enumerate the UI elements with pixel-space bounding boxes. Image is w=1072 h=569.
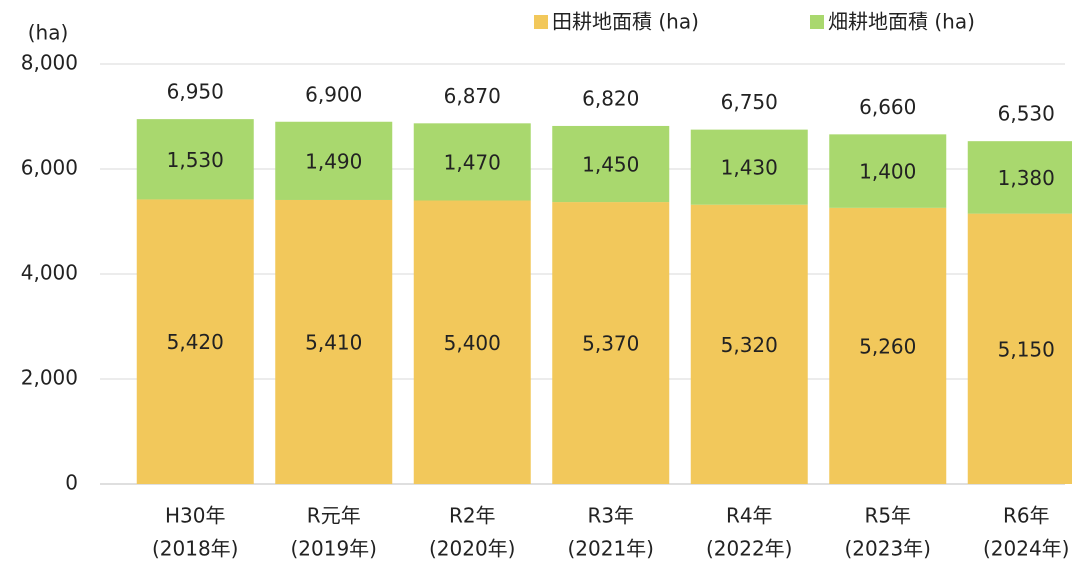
bar-segment [967,141,1072,214]
value-label: 5,320 [721,333,778,357]
value-label: 5,260 [859,334,916,358]
total-label: 6,750 [721,90,778,114]
bar-segment [136,199,254,484]
total-label: 6,530 [998,102,1055,126]
value-label: 1,430 [721,156,778,180]
x-tick-label: R元年 [307,504,361,528]
bar-segment [829,207,947,484]
y-tick-label: 2,000 [21,366,78,390]
value-label: 1,490 [305,149,362,173]
value-label: 1,400 [859,160,916,184]
bar-segment [690,129,808,205]
x-tick-label: H30年 [165,504,226,528]
x-tick-label: R2年 [449,504,496,528]
bar-segment [552,125,670,203]
legend-swatch [534,15,548,29]
y-tick-label: 0 [65,471,78,495]
total-label: 6,660 [859,95,916,119]
x-tick-label: R5年 [864,504,911,528]
y-tick-label: 6,000 [21,156,78,180]
bar-segment [967,213,1072,484]
x-tick-label: (2019年) [290,537,377,561]
x-tick-label: (2021年) [567,537,654,561]
bar-segment [275,121,393,200]
total-label: 6,870 [444,84,501,108]
value-label: 5,410 [305,330,362,354]
x-tick-label: (2024年) [983,537,1070,561]
y-tick-label: 4,000 [21,261,78,285]
value-label: 5,150 [998,337,1055,361]
bar-segment [413,200,531,484]
value-label: 1,530 [167,148,224,172]
total-label: 6,900 [305,82,362,106]
x-tick-label: R6年 [1003,504,1050,528]
total-label: 6,820 [582,86,639,110]
y-tick-label: 8,000 [21,51,78,75]
x-tick-label: (2022年) [706,537,793,561]
x-tick-label: R4年 [726,504,773,528]
value-label: 1,450 [582,153,639,177]
value-label: 5,420 [167,330,224,354]
bar-segment [413,123,531,201]
x-tick-label: (2023年) [844,537,931,561]
value-label: 1,380 [998,166,1055,190]
bar-segment [829,134,947,208]
legend-label: 畑耕地面積 (ha) [828,10,975,34]
bar-segment [552,202,670,484]
value-label: 5,400 [444,331,501,355]
bar-segment [690,204,808,484]
y-unit: (ha) [28,21,69,45]
legend-label: 田耕地面積 (ha) [552,10,699,34]
value-label: 1,470 [444,150,501,174]
bar-segment [136,119,254,200]
total-label: 6,950 [167,80,224,104]
x-tick-label: (2020年) [429,537,516,561]
x-tick-label: (2018年) [152,537,239,561]
legend-swatch [810,15,824,29]
x-tick-label: R3年 [587,504,634,528]
value-label: 5,370 [582,332,639,356]
bar-segment [275,199,393,484]
